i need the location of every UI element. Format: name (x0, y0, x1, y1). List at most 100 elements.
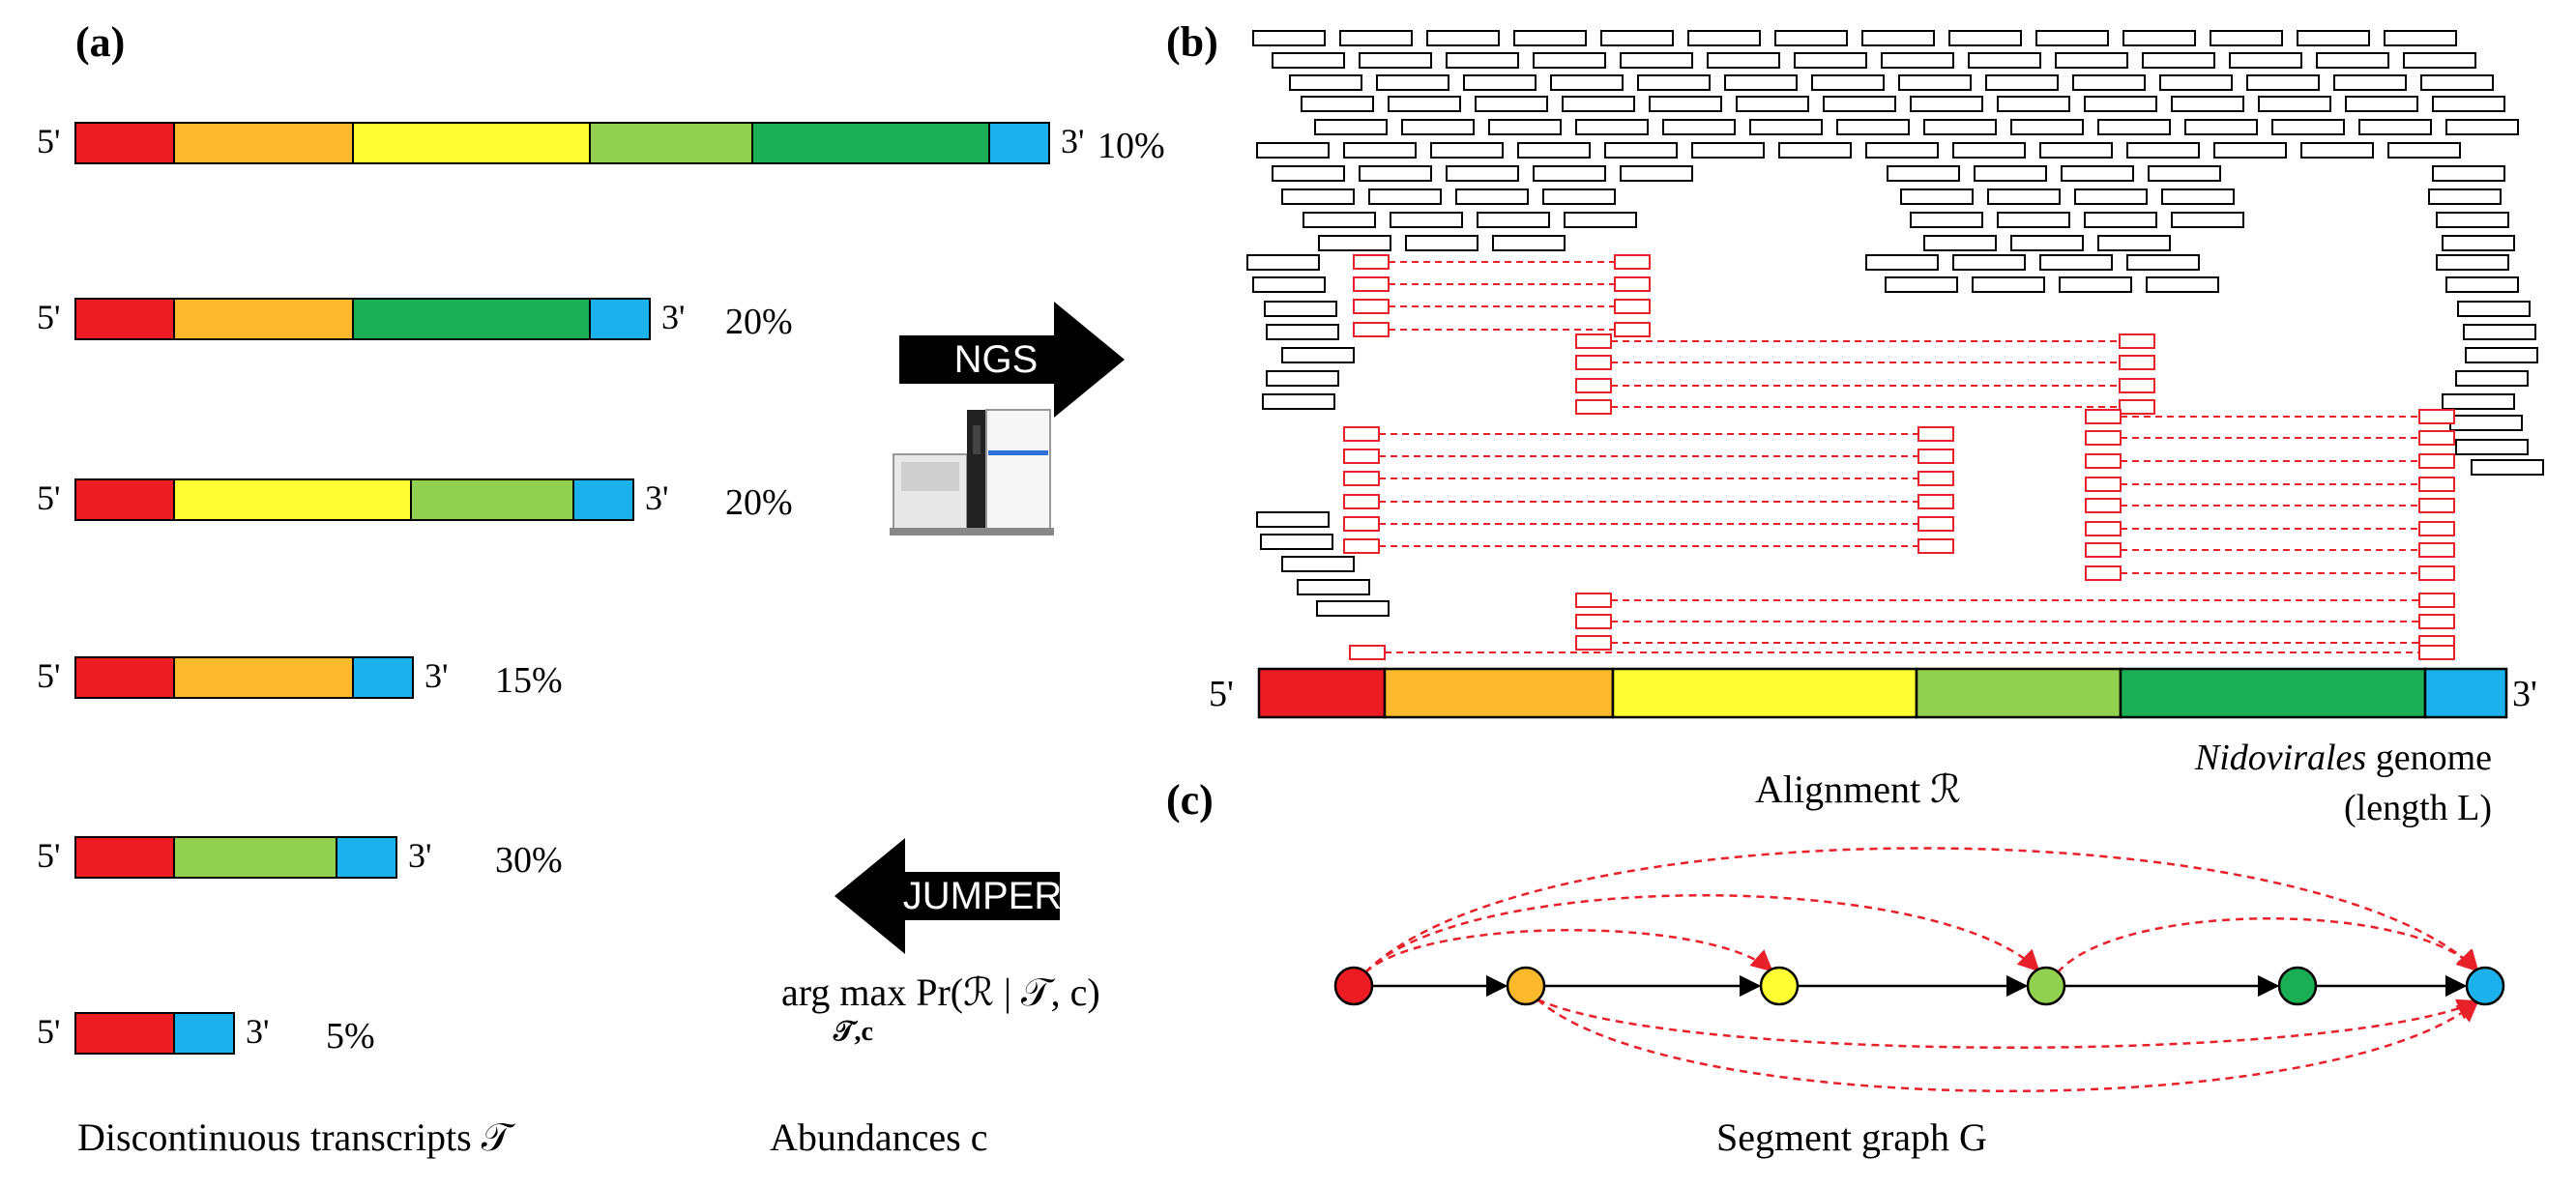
split-reads (1343, 254, 2455, 660)
read (1823, 96, 1896, 112)
read (1600, 30, 1674, 46)
transcript-segment-red (74, 298, 175, 340)
read (1359, 52, 1432, 69)
discontinuous-edge (1364, 929, 1773, 973)
split-read (1575, 355, 2155, 370)
transcript-three-prime: 3' (1061, 122, 1085, 160)
read (2387, 142, 2461, 159)
split-read-start (1353, 299, 1390, 314)
read (1266, 324, 1339, 340)
split-read (1353, 322, 1651, 337)
transcript-segment-blue (336, 836, 397, 879)
read (2297, 30, 2370, 46)
split-read-start (1349, 645, 1386, 660)
read (2358, 119, 2432, 135)
abundances-caption: Abundances c (770, 1115, 987, 1159)
read (1861, 30, 1935, 46)
split-read-start (2085, 498, 2122, 513)
transcript-segment-orange (173, 122, 354, 164)
read (1446, 165, 1519, 182)
read (1836, 119, 1910, 135)
read (1455, 188, 1529, 205)
split-read-end (2418, 521, 2455, 536)
transcript-segment-yellow (173, 478, 412, 521)
genome-caption-italic: Nidovirales (2194, 738, 2366, 778)
read (1517, 142, 1591, 159)
transcript-segment-blue (173, 1012, 235, 1055)
read (2161, 188, 2235, 205)
genome-five-prime: 5' (1209, 674, 1234, 714)
discontinuous-edge (1537, 999, 2479, 1092)
read (1987, 188, 2061, 205)
transcript-row: 5' 3' 20% (37, 478, 793, 523)
split-read-end (2119, 355, 2155, 370)
read (1314, 119, 1388, 135)
read (1272, 52, 1345, 69)
read (2445, 276, 2519, 293)
split-read-start (1575, 593, 1612, 608)
split-read-end (1917, 426, 1954, 442)
transcript-segment-lightgreen (589, 122, 753, 164)
split-read-end (2418, 542, 2455, 558)
transcript-three-prime: 3' (408, 836, 432, 875)
read (1492, 235, 1566, 251)
read (2258, 96, 2331, 112)
read (2148, 165, 2221, 182)
read (1972, 276, 2045, 293)
read (2010, 235, 2084, 251)
read (1281, 556, 1355, 572)
genome-bar (1257, 667, 2508, 719)
aligned-reads (1246, 30, 2544, 617)
read (1463, 74, 1537, 91)
read (1477, 212, 1550, 228)
read (2246, 74, 2320, 91)
split-read (2085, 409, 2455, 424)
transcript-row: 5' 3' 20% (37, 298, 793, 342)
read (2171, 96, 2244, 112)
graph-node-lightgreen (2026, 966, 2066, 1006)
ngs-arrow-label: NGS (954, 338, 1039, 381)
transcript-segment-lightgreen (410, 478, 574, 521)
transcript-abundance: 5% (326, 1016, 375, 1057)
read (2445, 119, 2519, 135)
read (1707, 52, 1780, 69)
read (2159, 74, 2233, 91)
transcript-three-prime: 3' (246, 1012, 270, 1051)
split-read-end (1917, 494, 1954, 509)
transcript-segment-orange (173, 298, 354, 340)
split-read-end (1917, 516, 1954, 532)
read (1604, 142, 1678, 159)
read (1272, 165, 1345, 182)
split-read-end (2418, 430, 2455, 446)
read (1881, 52, 1954, 69)
read (2184, 119, 2258, 135)
read (1318, 235, 1391, 251)
read (2055, 52, 2128, 69)
graph-node-darkgreen (2277, 966, 2318, 1006)
split-read-end (1614, 322, 1651, 337)
read (2059, 276, 2132, 293)
split-read-start (2085, 477, 2122, 492)
genome-length: (length L) (2344, 788, 2492, 828)
discontinuous-edge (1364, 847, 2479, 973)
read (1637, 74, 1711, 91)
split-read (1343, 516, 1954, 532)
read (2122, 30, 2196, 46)
read (2463, 324, 2536, 340)
split-read-start (1575, 399, 1612, 415)
read (1974, 165, 2047, 182)
segment-graph (1333, 847, 2505, 1092)
read (1426, 30, 1500, 46)
read (2171, 212, 2244, 228)
split-read-start (1343, 471, 1380, 486)
read (2384, 30, 2457, 46)
transcripts-caption: Discontinuous transcripts 𝒯 (77, 1115, 516, 1159)
read (2061, 165, 2134, 182)
read (1997, 96, 2070, 112)
read (1887, 165, 1960, 182)
read (1430, 142, 1504, 159)
split-read (1343, 494, 1954, 509)
transcript-segment-blue (589, 298, 651, 340)
read (2465, 347, 2538, 363)
split-read-start (1353, 254, 1390, 270)
